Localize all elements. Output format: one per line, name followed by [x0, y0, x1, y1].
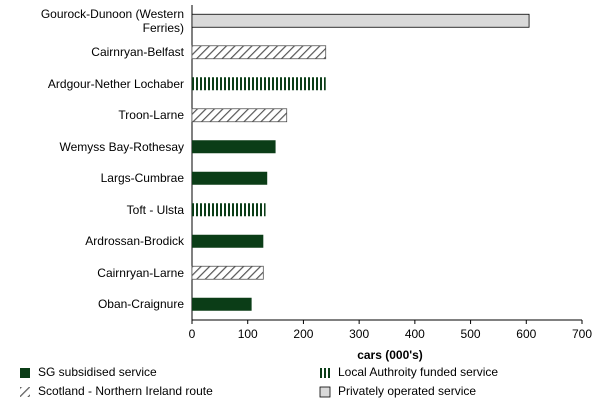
legend-swatch	[20, 387, 30, 397]
bar	[192, 203, 266, 217]
legend-swatch	[319, 386, 331, 398]
x-tick-label: 700	[572, 327, 592, 341]
y-tick-label: Largs-Cumbrae	[100, 171, 184, 186]
bar	[192, 171, 268, 185]
legend-swatch	[20, 368, 30, 378]
bar	[191, 45, 327, 60]
y-tick-label: Ardrossan-Brodick	[85, 234, 184, 249]
x-tick-label: 200	[293, 327, 313, 341]
x-tick-label: 300	[349, 327, 369, 341]
bar	[192, 234, 264, 248]
bar	[192, 140, 276, 154]
x-tick-label: 500	[461, 327, 481, 341]
legend-label: SG subsidised service	[38, 365, 157, 379]
x-tick-label: 600	[516, 327, 536, 341]
y-tick-label: Oban-Craignure	[97, 297, 184, 312]
y-tick-label: Gourock-Dunoon (Western Ferries)	[40, 6, 184, 35]
y-tick-label: Troon-Larne	[118, 108, 184, 123]
legend-label: Privately operated service	[338, 384, 476, 398]
legend-label: Scotland - Northern Ireland route	[38, 384, 213, 398]
bar	[191, 108, 288, 123]
y-tick-label: Ardgour-Nether Lochaber	[47, 76, 184, 91]
y-tick-label: Toft - Ulsta	[126, 202, 184, 217]
y-tick-label: Wemyss Bay-Rothesay	[59, 139, 184, 154]
y-tick-label: Cairnryan-Larne	[97, 265, 184, 280]
legend-label: Local Authroity funded service	[338, 365, 498, 379]
bar	[191, 265, 264, 280]
x-axis-label: cars (000's)	[357, 348, 423, 362]
x-tick-label: 0	[189, 327, 196, 341]
x-tick-label: 100	[238, 327, 258, 341]
bar	[191, 13, 530, 28]
legend-swatch	[320, 368, 330, 378]
y-tick-label: Cairnryan-Belfast	[91, 45, 184, 60]
bar	[192, 77, 326, 91]
bar	[192, 297, 252, 311]
x-tick-label: 400	[405, 327, 425, 341]
